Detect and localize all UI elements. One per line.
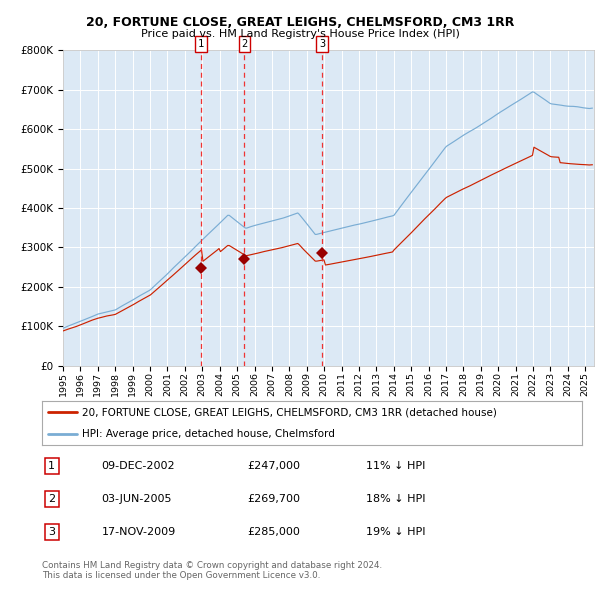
Text: 18% ↓ HPI: 18% ↓ HPI: [366, 494, 425, 504]
Text: 11% ↓ HPI: 11% ↓ HPI: [366, 461, 425, 471]
Text: £269,700: £269,700: [247, 494, 300, 504]
Text: 17-NOV-2009: 17-NOV-2009: [101, 527, 176, 537]
Text: 1: 1: [198, 39, 204, 49]
Text: 1: 1: [48, 461, 55, 471]
Text: 03-JUN-2005: 03-JUN-2005: [101, 494, 172, 504]
Text: £247,000: £247,000: [247, 461, 300, 471]
Text: 09-DEC-2002: 09-DEC-2002: [101, 461, 175, 471]
Text: Contains HM Land Registry data © Crown copyright and database right 2024.: Contains HM Land Registry data © Crown c…: [42, 560, 382, 569]
Text: 3: 3: [319, 39, 325, 49]
Text: 2: 2: [241, 39, 248, 49]
Text: 3: 3: [48, 527, 55, 537]
Text: 20, FORTUNE CLOSE, GREAT LEIGHS, CHELMSFORD, CM3 1RR: 20, FORTUNE CLOSE, GREAT LEIGHS, CHELMSF…: [86, 16, 514, 29]
Text: This data is licensed under the Open Government Licence v3.0.: This data is licensed under the Open Gov…: [42, 571, 320, 579]
Text: 2: 2: [48, 494, 55, 504]
Text: HPI: Average price, detached house, Chelmsford: HPI: Average price, detached house, Chel…: [83, 428, 335, 438]
Text: 20, FORTUNE CLOSE, GREAT LEIGHS, CHELMSFORD, CM3 1RR (detached house): 20, FORTUNE CLOSE, GREAT LEIGHS, CHELMSF…: [83, 407, 497, 417]
Text: Price paid vs. HM Land Registry's House Price Index (HPI): Price paid vs. HM Land Registry's House …: [140, 30, 460, 39]
Text: 19% ↓ HPI: 19% ↓ HPI: [366, 527, 425, 537]
Text: £285,000: £285,000: [247, 527, 300, 537]
